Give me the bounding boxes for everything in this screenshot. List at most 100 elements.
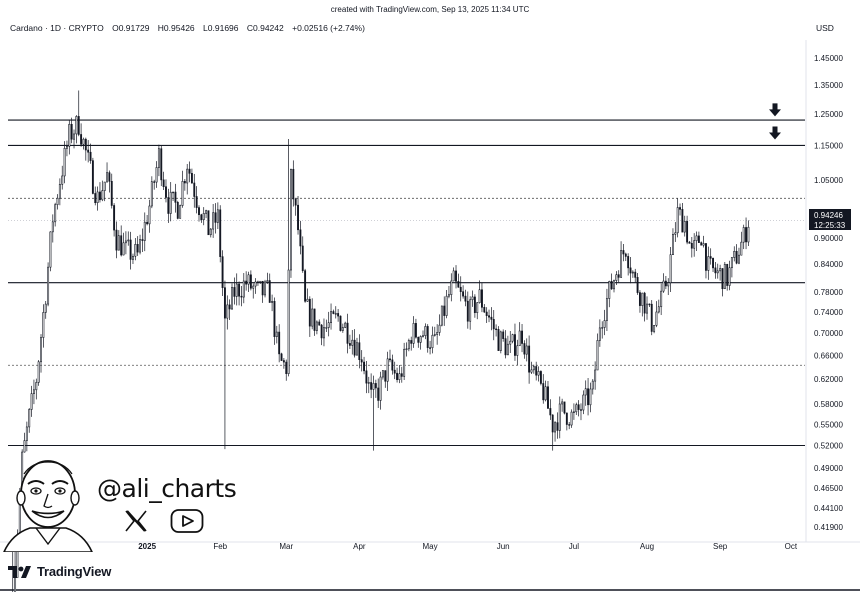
- candle-up: [54, 204, 57, 223]
- candle-up: [707, 256, 710, 271]
- candle-up: [205, 210, 208, 214]
- candle-down: [391, 359, 394, 371]
- price-tick-label: 1.05000: [814, 176, 843, 185]
- candle-up: [603, 320, 606, 328]
- candle-up: [287, 269, 290, 374]
- candle-up: [28, 409, 31, 428]
- price-tick-label: 1.45000: [814, 54, 843, 63]
- candle-up: [155, 167, 158, 183]
- candle-down: [162, 179, 165, 188]
- change-value: +0.02516 (+2.74%): [292, 23, 365, 33]
- candle-down: [610, 281, 613, 290]
- candle-down: [634, 271, 637, 278]
- candle-down: [223, 287, 226, 319]
- candle-down: [495, 328, 498, 331]
- time-tick-label: May: [423, 542, 438, 551]
- candle-down: [624, 253, 627, 257]
- currency-label[interactable]: USD: [816, 23, 834, 33]
- time-axis[interactable]: NovDec2025FebMarAprMayJunJulAugSepOct: [0, 541, 860, 591]
- candle-down: [679, 207, 681, 210]
- candle-up: [247, 274, 250, 285]
- candle-up: [49, 231, 52, 268]
- candle-down: [721, 268, 724, 290]
- candle-down: [568, 424, 571, 426]
- candle-up: [101, 190, 104, 201]
- candle-down: [648, 303, 651, 306]
- candle-up: [103, 181, 106, 191]
- candle-up: [344, 322, 347, 328]
- candle-up: [134, 244, 137, 257]
- candle-up: [82, 138, 85, 145]
- candle-up: [469, 299, 472, 322]
- price-axis[interactable]: 1.45000 1.35000 1.25000 1.15000 1.05000 0.900…: [805, 40, 843, 542]
- price-tick-label: 0.84000: [814, 260, 843, 269]
- candle-down: [417, 336, 420, 343]
- candle-up: [447, 294, 450, 297]
- candle-down: [120, 235, 123, 256]
- symbol-label[interactable]: Cardano · 1D · CRYPTO: [10, 23, 104, 33]
- candle-down: [339, 315, 342, 331]
- time-tick-label: Mar: [279, 542, 293, 551]
- candle-down: [726, 263, 729, 286]
- candle-down: [712, 257, 714, 269]
- candle-up: [653, 325, 656, 332]
- candle-up: [202, 213, 205, 221]
- candle-up: [719, 268, 722, 272]
- candle-down: [249, 274, 252, 289]
- candle-up: [672, 234, 674, 255]
- candle-down: [466, 300, 469, 322]
- candle-down: [167, 197, 170, 214]
- candle-down: [363, 361, 366, 372]
- symbol-info-bar: Cardano · 1D · CRYPTO O0.91729 H0.95426 …: [10, 23, 371, 33]
- candle-up: [657, 306, 660, 313]
- candle-down: [523, 343, 526, 355]
- candle-down: [99, 191, 101, 201]
- candle-up: [660, 290, 663, 308]
- candle-up: [186, 168, 189, 184]
- price-tick-label: 0.52000: [814, 442, 843, 451]
- close-value: C0.94242: [246, 23, 284, 33]
- candle-down: [313, 308, 316, 331]
- candle-down: [400, 373, 403, 377]
- candle-down: [384, 370, 387, 382]
- candle-up: [356, 342, 358, 356]
- candle-down: [377, 387, 380, 401]
- candle-up: [37, 361, 40, 383]
- candle-down: [110, 180, 113, 206]
- candle-down: [268, 280, 271, 303]
- candle-up: [646, 303, 648, 314]
- candle-up: [589, 388, 592, 406]
- candle-down: [636, 277, 639, 293]
- candle-up: [56, 197, 59, 205]
- candle-up: [591, 380, 594, 390]
- candle-series: [12, 90, 750, 592]
- candle-up: [436, 332, 439, 335]
- candle-down: [115, 229, 118, 251]
- candle-up: [30, 393, 33, 410]
- candle-down: [514, 334, 516, 356]
- candle-down: [714, 267, 717, 274]
- candle-up: [47, 266, 50, 305]
- candle-down: [301, 245, 304, 271]
- candle-up: [575, 404, 578, 413]
- candle-up: [403, 348, 406, 377]
- time-tick-label: Apr: [353, 542, 366, 551]
- price-tick-label: 0.78000: [814, 288, 843, 297]
- watermark-handle: @ali_charts: [97, 474, 237, 503]
- candle-up: [181, 181, 184, 206]
- candle-up: [478, 289, 481, 303]
- candle-down: [207, 210, 210, 236]
- candle-up: [509, 340, 512, 345]
- tradingview-logo[interactable]: TradingView: [8, 564, 111, 579]
- countdown-timer: 12:25:33: [814, 221, 846, 230]
- candle-up: [615, 274, 618, 281]
- candle-down: [745, 227, 748, 243]
- candle-down: [697, 235, 700, 243]
- candle-down: [455, 270, 457, 282]
- candle-down: [174, 191, 177, 203]
- candle-up: [271, 300, 274, 303]
- candle-up: [695, 235, 698, 241]
- candle-up: [386, 358, 389, 382]
- price-tick-label: 0.49000: [814, 464, 843, 473]
